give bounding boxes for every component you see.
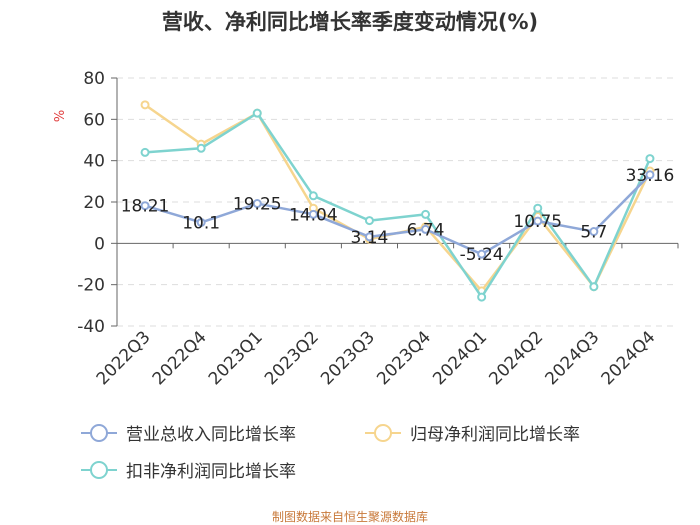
- data-point: [252, 108, 262, 118]
- data-point: [308, 209, 318, 219]
- data-point: [477, 249, 487, 259]
- chart-title: 营收、净利同比增长率季度变动情况(%): [161, 10, 539, 34]
- data-label: 6.74: [407, 220, 445, 240]
- data-point: [252, 199, 262, 209]
- data-point: [421, 224, 431, 234]
- data-point: [140, 201, 150, 211]
- legend-line-icon: [365, 423, 401, 442]
- data-point: [196, 143, 206, 153]
- data-label: 19.25: [233, 195, 282, 215]
- y-tick-label: 60: [83, 110, 105, 130]
- data-label: 10.75: [513, 212, 562, 232]
- legend-line-icon: [81, 460, 117, 479]
- y-tick-label: -40: [77, 317, 105, 337]
- legend-label: 营业总收入同比增长率: [126, 425, 296, 445]
- y-tick-label: -20: [77, 276, 105, 296]
- x-tick-label: 2024Q2: [485, 327, 547, 389]
- data-point: [140, 147, 150, 157]
- series-line: [144, 173, 651, 256]
- data-label: 33.16: [626, 166, 675, 186]
- data-point: [364, 232, 374, 242]
- y-tick-label: 0: [94, 234, 105, 254]
- data-label: -5.24: [460, 245, 504, 265]
- data-label: 10.1: [182, 213, 220, 233]
- data-point: [140, 100, 150, 110]
- data-point: [589, 227, 599, 237]
- y-tick-label: 20: [83, 193, 105, 213]
- data-point: [645, 170, 655, 180]
- x-tick-label: 2024Q3: [542, 327, 604, 389]
- data-point: [645, 154, 655, 164]
- legend-item-deducted-profit[interactable]: 扣非净利润同比增长率: [80, 457, 296, 482]
- data-label: 5.7: [580, 223, 607, 243]
- x-tick-label: 2023Q2: [261, 327, 323, 389]
- data-point: [308, 191, 318, 201]
- data-point: [364, 216, 374, 226]
- x-tick-label: 2024Q4: [598, 327, 660, 389]
- legend-item-revenue[interactable]: 营业总收入同比增长率: [80, 420, 296, 445]
- data-point: [589, 282, 599, 292]
- x-tick-label: 2023Q4: [373, 327, 435, 389]
- data-label: 3.14: [351, 228, 389, 248]
- legend-label: 扣非净利润同比增长率: [126, 462, 296, 482]
- x-tick-label: 2022Q4: [149, 327, 211, 389]
- data-source-note: 制图数据来自恒生聚源数据库: [271, 510, 428, 524]
- data-point: [196, 217, 206, 227]
- y-tick-label: 40: [83, 152, 105, 172]
- y-axis-label: %: [53, 110, 68, 122]
- data-point: [421, 209, 431, 219]
- x-tick-label: 2023Q1: [205, 327, 267, 389]
- x-tick-label: 2023Q3: [317, 327, 379, 389]
- x-tick-label: 2024Q1: [429, 327, 491, 389]
- series-line: [144, 111, 652, 299]
- data-label: 14.04: [289, 205, 338, 225]
- legend-line-icon: [81, 423, 117, 442]
- series-line: [144, 103, 652, 293]
- y-tick-label: 80: [83, 69, 105, 89]
- legend-item-parent-profit[interactable]: 归母净利润同比增长率: [364, 420, 580, 445]
- legend-label: 归母净利润同比增长率: [410, 425, 580, 445]
- data-point: [477, 292, 487, 302]
- data-point: [533, 203, 543, 213]
- data-label: 18.21: [121, 197, 170, 217]
- data-point: [533, 216, 543, 226]
